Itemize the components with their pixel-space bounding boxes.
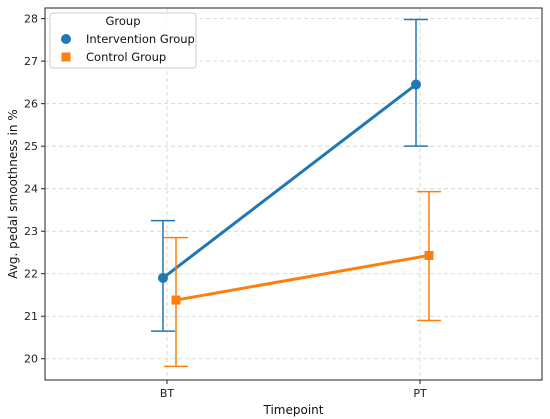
plot-frame — [44, 7, 543, 381]
x-tick-label: PT — [413, 387, 427, 400]
legend-label: Control Group — [86, 50, 166, 64]
y-tick-label: 23 — [24, 225, 38, 238]
legend-marker — [61, 52, 71, 62]
series-line — [162, 83, 417, 280]
plot-area — [45, 8, 542, 380]
data-point — [171, 295, 181, 305]
y-tick-label: 27 — [24, 55, 38, 68]
data-point — [424, 250, 434, 260]
series-intervention — [151, 18, 428, 332]
y-tick-label: 22 — [24, 268, 38, 281]
y-tick-label: 28 — [24, 13, 38, 26]
series-layer — [151, 18, 441, 368]
y-tick-label: 20 — [24, 353, 38, 366]
y-tick-label: 21 — [24, 310, 38, 323]
axes: 20 21 22 23 24 25 26 27 28 BT PT — [24, 13, 427, 400]
grid — [45, 8, 542, 380]
series-line — [175, 253, 430, 302]
data-point — [158, 272, 168, 283]
y-tick-label: 25 — [24, 140, 38, 153]
legend: Group Intervention Group Control Group — [49, 12, 197, 69]
data-point — [411, 79, 421, 90]
y-tick-label: 24 — [24, 183, 38, 196]
legend-box — [49, 12, 197, 69]
y-axis-label: Avg. pedal smoothness in % — [6, 109, 20, 278]
x-axis-label: Timepoint — [263, 403, 324, 417]
series-control — [164, 190, 441, 368]
x-tick-label: BT — [160, 387, 175, 400]
y-tick-label: 26 — [24, 98, 38, 111]
legend-label: Intervention Group — [86, 32, 195, 46]
legend-title: Group — [105, 14, 140, 28]
legend-marker — [61, 34, 71, 44]
